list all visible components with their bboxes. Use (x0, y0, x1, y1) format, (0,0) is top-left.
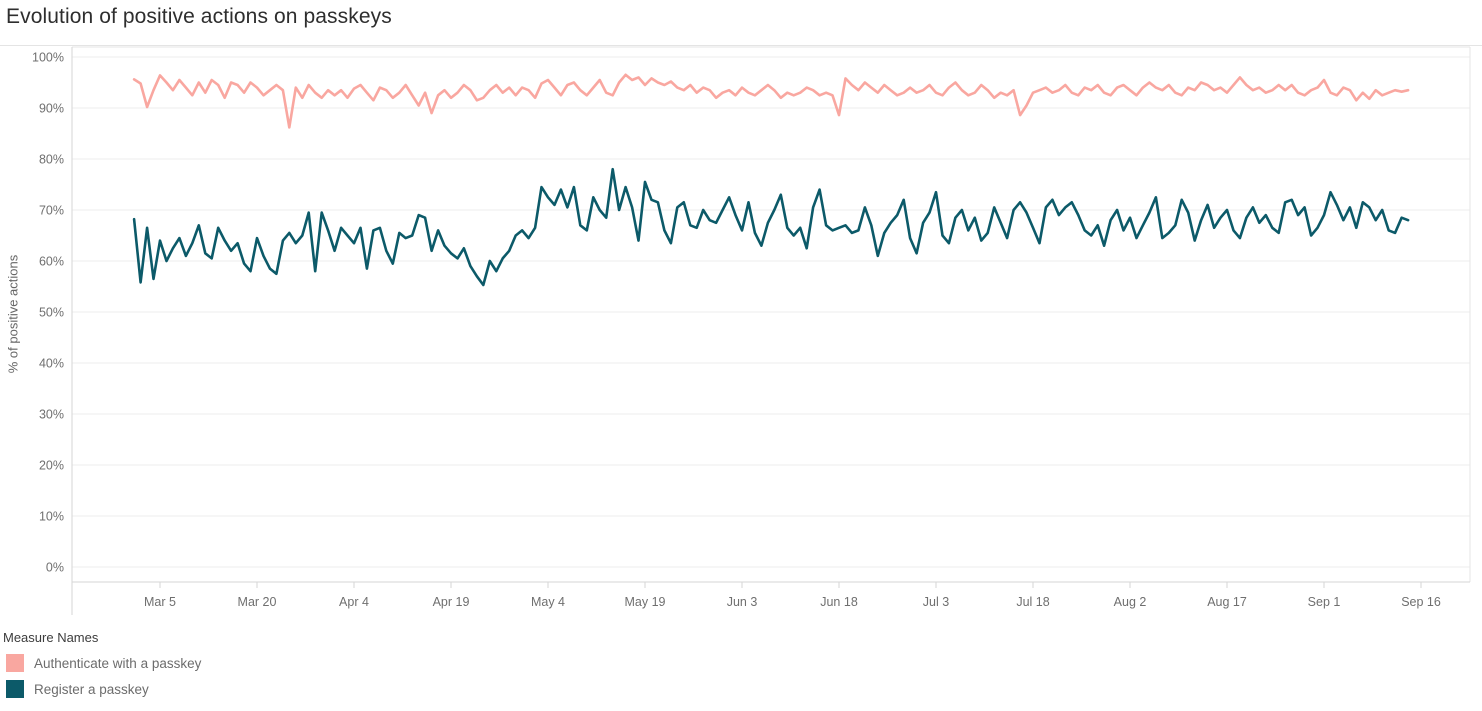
y-tick-label: 80% (39, 153, 64, 167)
legend-label-authenticate: Authenticate with a passkey (34, 655, 202, 671)
x-tick-label: Jul 18 (1016, 595, 1049, 609)
x-tick-label: Mar 5 (144, 595, 176, 609)
x-tick-label: Aug 2 (1114, 595, 1147, 609)
x-tick-label: Apr 19 (433, 595, 470, 609)
x-tick-label: Aug 17 (1207, 595, 1247, 609)
y-tick-label: 10% (39, 510, 64, 524)
legend-swatch-register (6, 680, 24, 698)
y-tick-label: 40% (39, 357, 64, 371)
x-tick-label: May 4 (531, 595, 565, 609)
legend-label-register: Register a passkey (34, 681, 149, 697)
title-divider (0, 45, 1482, 46)
legend-title: Measure Names (3, 630, 99, 645)
series-line-register[interactable] (132, 167, 1410, 287)
x-tick-label: May 19 (625, 595, 666, 609)
legend-item-register[interactable]: Register a passkey (2, 680, 201, 698)
y-tick-label: 50% (39, 306, 64, 320)
x-tick-label: Jun 3 (727, 595, 758, 609)
x-tick-label: Jun 18 (820, 595, 858, 609)
x-tick-label: Sep 1 (1308, 595, 1341, 609)
y-tick-label: 60% (39, 255, 64, 269)
y-tick-label: 70% (39, 204, 64, 218)
y-tick-label: 100% (32, 51, 64, 65)
y-tick-label: 0% (46, 561, 64, 575)
x-tick-label: Mar 20 (238, 595, 277, 609)
y-tick-label: 90% (39, 102, 64, 116)
legend-swatch-authenticate (6, 654, 24, 672)
plot-area[interactable]: 0% 10% 20% 30% 40% 50% 60% 70% 80% 90% 100% Mar 5 Ma… (0, 0, 1482, 626)
y-tick-label: 30% (39, 408, 64, 422)
series-line-authenticate[interactable] (132, 73, 1410, 129)
x-tick-label: Apr 4 (339, 595, 369, 609)
x-tick-label: Sep 16 (1401, 595, 1441, 609)
chart-title: Evolution of positive actions on passkey… (6, 5, 392, 28)
legend-item-authenticate[interactable]: Authenticate with a passkey (2, 654, 201, 672)
x-tick-label: Jul 3 (923, 595, 949, 609)
legend: Measure Names Authenticate with a passke… (2, 630, 201, 706)
y-tick-label: 20% (39, 459, 64, 473)
